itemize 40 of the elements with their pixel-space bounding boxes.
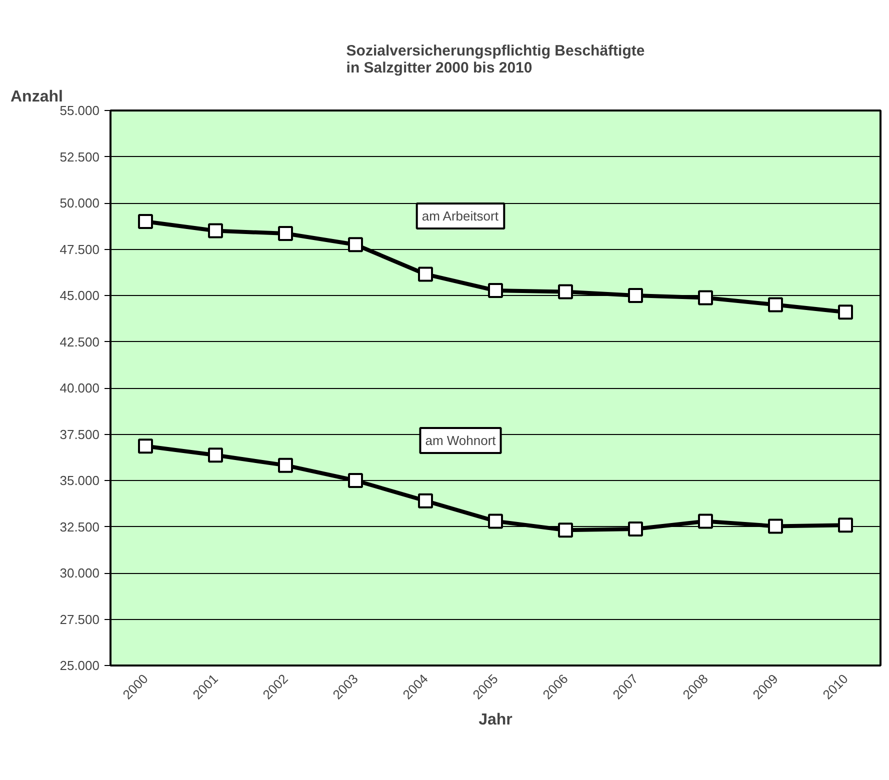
x-axis-title: Jahr bbox=[478, 711, 512, 728]
point bbox=[838, 304, 853, 320]
point bbox=[698, 514, 713, 529]
point bbox=[558, 522, 573, 538]
y-tick-label: 37.500 bbox=[60, 426, 100, 442]
point bbox=[138, 214, 153, 229]
point bbox=[698, 290, 713, 306]
y-tick-label: 25.000 bbox=[60, 658, 100, 673]
text: am Arbeitsort bbox=[422, 208, 499, 224]
y-tick-label: 32.500 bbox=[60, 519, 100, 534]
point bbox=[278, 226, 293, 242]
y-tick-label: 52.500 bbox=[60, 149, 100, 164]
point bbox=[418, 266, 433, 282]
point bbox=[768, 518, 783, 534]
point bbox=[558, 284, 573, 300]
text: am Wohnort bbox=[425, 433, 496, 448]
point bbox=[208, 223, 223, 238]
point bbox=[488, 514, 503, 529]
point bbox=[628, 288, 643, 303]
point bbox=[208, 448, 223, 463]
y-tick-label: 30.000 bbox=[60, 566, 100, 580]
point bbox=[488, 283, 503, 298]
y-tick-label: 47.500 bbox=[60, 242, 100, 257]
y-tick-label: 45.000 bbox=[60, 288, 100, 303]
point bbox=[348, 473, 363, 488]
point bbox=[418, 493, 433, 508]
y-tick-label: 27.500 bbox=[60, 612, 100, 627]
y-tick-label: 40.000 bbox=[60, 380, 100, 396]
point bbox=[838, 518, 853, 533]
y-axis-title: Anzahl bbox=[10, 88, 63, 106]
chart-title: Sozialversicherungspflichtig Beschäftigte in Salzgitter 2000 bis 2010 bbox=[346, 42, 645, 76]
point bbox=[348, 237, 363, 252]
point bbox=[628, 521, 643, 536]
point bbox=[768, 297, 783, 312]
y-tick-label: 35.000 bbox=[60, 473, 100, 488]
y-tick-label: 55.000 bbox=[60, 103, 100, 118]
point bbox=[278, 458, 293, 473]
y-tick-label: 50.000 bbox=[60, 196, 100, 210]
y-tick-label: 42.500 bbox=[60, 334, 100, 350]
point bbox=[138, 438, 153, 454]
